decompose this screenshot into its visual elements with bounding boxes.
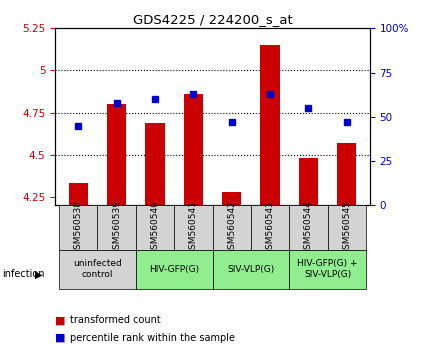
Text: ■: ■ xyxy=(55,333,66,343)
Bar xyxy=(212,205,251,250)
Text: GSM560542: GSM560542 xyxy=(227,200,236,255)
Bar xyxy=(184,94,203,205)
Bar xyxy=(299,158,318,205)
Bar xyxy=(222,192,241,205)
Bar xyxy=(251,205,289,250)
Bar xyxy=(59,205,97,250)
Bar xyxy=(337,143,356,205)
Text: uninfected
control: uninfected control xyxy=(73,259,122,279)
Bar xyxy=(174,205,212,250)
Bar xyxy=(145,123,164,205)
Text: infection: infection xyxy=(2,269,45,279)
Text: GSM560543: GSM560543 xyxy=(266,200,275,255)
Text: GSM560541: GSM560541 xyxy=(189,200,198,255)
Text: ▶: ▶ xyxy=(35,269,42,279)
Text: transformed count: transformed count xyxy=(70,315,161,325)
Bar xyxy=(97,205,136,250)
Bar xyxy=(107,104,126,205)
Bar xyxy=(328,205,366,250)
Text: ■: ■ xyxy=(55,315,66,325)
Bar xyxy=(289,250,366,289)
Text: GSM560538: GSM560538 xyxy=(74,200,83,255)
Bar xyxy=(59,250,136,289)
Bar xyxy=(136,250,212,289)
Bar xyxy=(261,45,280,205)
Text: HIV-GFP(G) +
SIV-VLP(G): HIV-GFP(G) + SIV-VLP(G) xyxy=(298,259,358,279)
Bar xyxy=(69,183,88,205)
Text: GSM560540: GSM560540 xyxy=(150,200,159,255)
Text: HIV-GFP(G): HIV-GFP(G) xyxy=(149,264,199,274)
Text: GSM560545: GSM560545 xyxy=(342,200,351,255)
Bar xyxy=(136,205,174,250)
Text: GSM560544: GSM560544 xyxy=(304,200,313,255)
Title: GDS4225 / 224200_s_at: GDS4225 / 224200_s_at xyxy=(133,13,292,26)
Text: SIV-VLP(G): SIV-VLP(G) xyxy=(227,264,275,274)
Text: GSM560539: GSM560539 xyxy=(112,200,121,255)
Text: percentile rank within the sample: percentile rank within the sample xyxy=(70,333,235,343)
Bar xyxy=(212,250,289,289)
Bar xyxy=(289,205,328,250)
